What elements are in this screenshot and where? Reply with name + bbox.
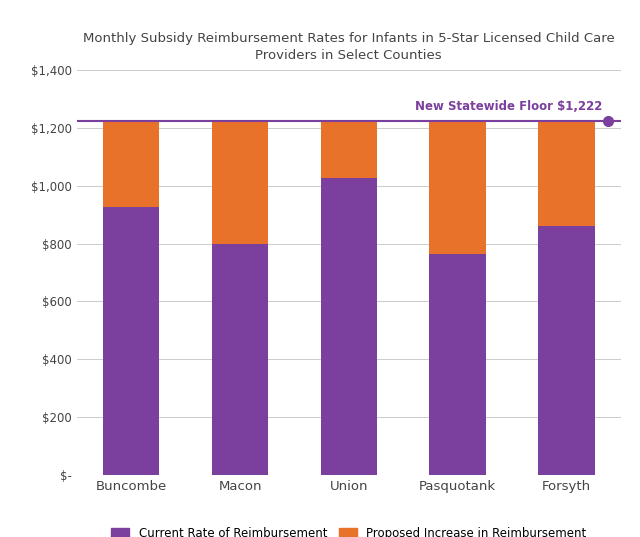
Bar	[212, 121, 268, 244]
Bar	[103, 207, 159, 475]
Text: Child: Child	[26, 517, 89, 537]
Bar	[538, 226, 595, 475]
Bar	[321, 121, 377, 178]
Title: Monthly Subsidy Reimbursement Rates for Infants in 5-Star Licensed Child Care
Pr: Monthly Subsidy Reimbursement Rates for …	[83, 32, 614, 62]
Text: New Statewide Floor $1,222: New Statewide Floor $1,222	[415, 100, 602, 113]
Bar	[429, 121, 486, 253]
Bar	[212, 244, 268, 475]
Text: ncchild.org: ncchild.org	[530, 502, 614, 516]
Bar	[429, 253, 486, 475]
Bar	[103, 121, 159, 207]
Text: NC: NC	[26, 493, 60, 513]
Bar	[538, 121, 595, 226]
Bar	[321, 178, 377, 475]
Text: How HB 574 Would Boost Child Care Providers: How HB 574 Would Boost Child Care Provid…	[12, 23, 628, 47]
Legend: Current Rate of Reimbursement, Proposed Increase in Reimbursement: Current Rate of Reimbursement, Proposed …	[111, 527, 586, 537]
